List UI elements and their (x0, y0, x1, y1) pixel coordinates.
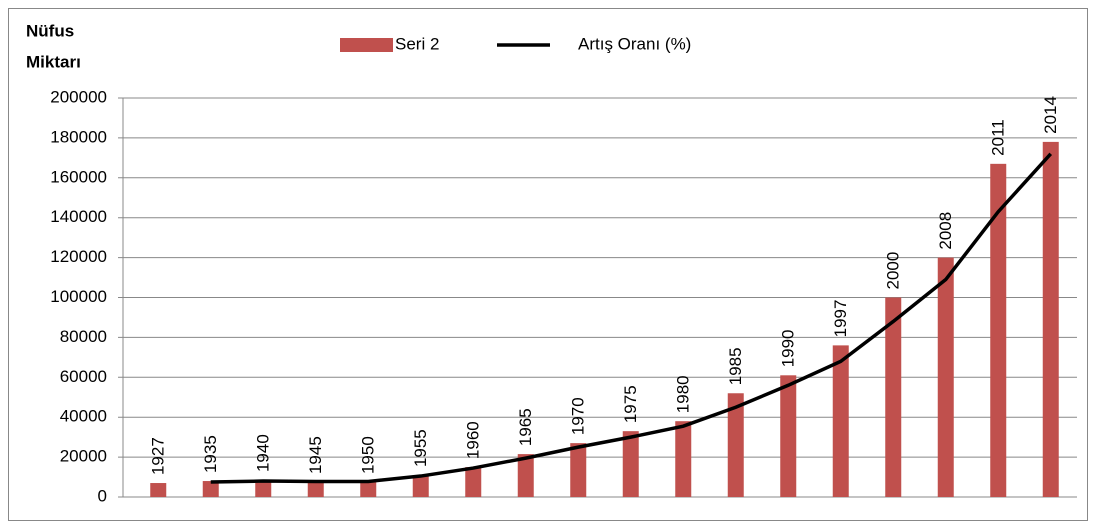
category-label: 1985 (726, 347, 745, 385)
bar (360, 482, 377, 497)
line (210, 152, 1053, 484)
category-label: 1940 (254, 434, 273, 472)
y-tick-label: 120000 (50, 247, 107, 266)
legend-label: Artış Oranı (%) (578, 34, 691, 53)
bar (622, 431, 639, 497)
y-tick-label: 60000 (60, 367, 107, 386)
category-label: 2008 (936, 212, 955, 250)
category-label: 1950 (359, 436, 378, 474)
bar (307, 482, 324, 497)
category-label: 1975 (621, 385, 640, 423)
bar (990, 163, 1007, 497)
category-label: 1960 (464, 421, 483, 459)
bar (1042, 141, 1059, 497)
y-tick-label: 200000 (50, 87, 107, 106)
legend-swatch (340, 38, 393, 52)
category-label: 1990 (779, 329, 798, 367)
category-label: 2000 (884, 252, 903, 290)
bar (570, 443, 587, 497)
y-tick-label: 0 (98, 486, 107, 505)
bar (465, 467, 482, 497)
bar (832, 345, 849, 497)
category-label: 1965 (516, 408, 535, 446)
bar (780, 375, 797, 497)
category-label: 1927 (149, 437, 168, 475)
bar (675, 421, 692, 497)
bar (517, 454, 534, 497)
y-tick-label: 140000 (50, 207, 107, 226)
bar (255, 480, 272, 497)
legend-label: Seri 2 (395, 34, 439, 53)
y-axis-label: Miktarı (26, 52, 81, 71)
y-tick-label: 180000 (50, 127, 107, 146)
chart-border (8, 8, 1088, 521)
category-label: 1970 (569, 397, 588, 435)
bar (412, 475, 429, 497)
y-axis-label: Nüfus (26, 21, 74, 40)
category-label: 1955 (411, 429, 430, 467)
y-tick-label: 40000 (60, 407, 107, 426)
y-tick-label: 20000 (60, 447, 107, 466)
bar (202, 481, 219, 497)
bar (150, 483, 167, 497)
bar (885, 297, 902, 497)
y-tick-label: 160000 (50, 167, 107, 186)
category-label: 1935 (201, 435, 220, 473)
category-label: 1997 (831, 300, 850, 338)
bar (727, 393, 744, 497)
category-label: 2014 (1041, 96, 1060, 134)
y-tick-label: 80000 (60, 327, 107, 346)
y-tick-label: 100000 (50, 287, 107, 306)
bar (937, 257, 954, 497)
category-label: 1980 (674, 375, 693, 413)
category-label: 2011 (989, 119, 1008, 156)
category-label: 1945 (306, 436, 325, 474)
